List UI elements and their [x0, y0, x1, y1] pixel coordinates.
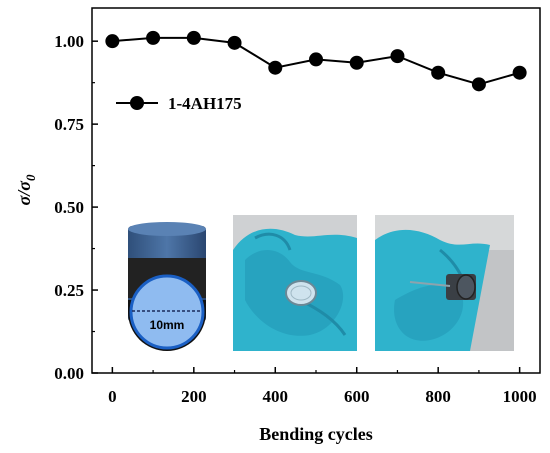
data-point: [186, 30, 201, 45]
data-point: [390, 49, 405, 64]
data-point: [431, 65, 446, 80]
inset-photo-bent-sample: [375, 215, 514, 351]
x-axis: 0 200 400 600 800 1000: [108, 367, 537, 406]
data-point: [309, 52, 323, 67]
legend: 1-4AH175: [116, 94, 242, 113]
x-tick-label: 0: [108, 387, 117, 406]
data-point: [227, 35, 242, 50]
sample-disc: [285, 280, 317, 306]
y-axis: 0.00 0.25 0.50 0.75 1.00: [54, 32, 98, 383]
y-tick-label: 0.50: [54, 198, 84, 217]
x-axis-title: Bending cycles: [259, 424, 373, 444]
data-point: [349, 55, 364, 70]
data-point: [146, 30, 161, 45]
x-tick-label: 400: [263, 387, 289, 406]
legend-marker: [130, 96, 144, 110]
x-tick-label: 600: [344, 387, 370, 406]
inset-photo-flat-sample: [233, 215, 357, 351]
x-tick-label: 200: [181, 387, 207, 406]
y-tick-label: 0.75: [54, 115, 84, 134]
x-tick-label: 800: [425, 387, 451, 406]
data-point: [268, 60, 283, 75]
y-tick-label: 0.00: [54, 364, 84, 383]
y-tick-label: 0.25: [54, 281, 84, 300]
inset-cylinder-diagram: 10mm: [128, 222, 206, 351]
data-point: [512, 65, 527, 80]
series-1-4AH175: [105, 30, 527, 92]
x-tick-label: 1000: [503, 387, 537, 406]
data-point: [471, 77, 486, 92]
diameter-label: 10mm: [150, 318, 185, 332]
y-axis-title: σ/σ0: [14, 174, 38, 205]
cylinder-cross-section: [129, 274, 205, 350]
svg-text:σ/σ0: σ/σ0: [14, 174, 38, 205]
legend-label: 1-4AH175: [168, 94, 242, 113]
data-point: [105, 34, 120, 49]
y-tick-label: 1.00: [54, 32, 84, 51]
